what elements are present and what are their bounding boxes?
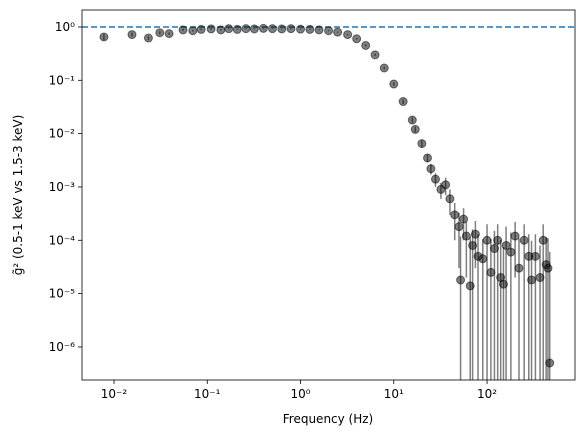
data-point [99,32,109,42]
data-point [423,153,433,163]
data-point [470,229,480,239]
data-point [343,30,353,40]
y-tick-label: 10⁻⁴ [49,233,76,247]
data-point [519,235,529,245]
data-point [277,24,287,34]
data-point [286,24,296,34]
data-point [241,24,251,34]
data-point [155,28,165,38]
data-point [530,251,540,261]
data-point [441,180,451,190]
data-point [456,275,466,285]
y-axis-label: g̃² (0.5-1 keV vs 1.5-3 keV) [11,115,25,276]
data-point [410,124,420,134]
data-point [478,254,488,264]
data-point [430,174,440,184]
data-point [538,235,548,245]
x-tick-label: 10⁻² [101,387,128,401]
data-point [398,97,408,107]
data-point [527,275,537,285]
data-point [465,281,475,291]
y-tick-label: 10⁻⁵ [49,287,76,301]
data-point [370,50,380,60]
data-point [482,235,492,245]
x-tick-label: 10² [477,387,497,401]
data-point [514,263,524,273]
y-tick-label: 10⁻⁶ [49,340,76,354]
data-point [178,25,188,35]
data-point [333,27,343,37]
data-point [232,24,242,34]
data-point [249,24,259,34]
data-point [305,24,315,34]
data-point [506,247,516,257]
data-point [188,26,198,36]
x-tick-label: 10⁻¹ [194,387,221,401]
data-point [535,273,545,283]
data-point [267,24,277,34]
data-point [127,30,137,40]
data-point [143,33,153,43]
data-point [324,26,334,36]
data-point [461,231,471,241]
data-point [417,139,427,149]
data-point [352,34,362,44]
data-point [379,63,389,73]
y-tick-label: 10⁻³ [49,180,76,194]
axes-frame [81,9,576,381]
data-point [468,240,478,250]
data-point [498,279,508,289]
y-tick-label: 10⁻¹ [49,73,76,87]
data-point [196,24,206,34]
data-point [296,24,306,34]
data-point [216,25,226,35]
data-point [224,24,234,34]
data-point [510,231,520,241]
data-point [426,164,436,174]
data-point [445,194,455,204]
data-point [389,79,399,89]
data-point [489,244,499,254]
data-point [543,263,553,273]
data-point [164,29,174,39]
data-point [361,40,371,50]
data-point [314,25,324,35]
y-tick-label: 10⁰ [55,20,75,34]
y-tick-label: 10⁻² [49,127,76,141]
data-point [454,222,464,232]
data-point [545,358,555,368]
data-point [450,210,460,220]
x-tick-label: 10⁰ [290,387,310,401]
data-point [493,235,503,245]
data-point [258,23,268,33]
data-point [206,24,216,34]
x-axis-label: Frequency (Hz) [283,412,374,426]
data-point [486,267,496,277]
x-tick-label: 10¹ [384,387,404,401]
plot-area [82,23,575,380]
data-point [459,214,469,224]
data-point [407,115,417,125]
data-point [501,240,511,250]
